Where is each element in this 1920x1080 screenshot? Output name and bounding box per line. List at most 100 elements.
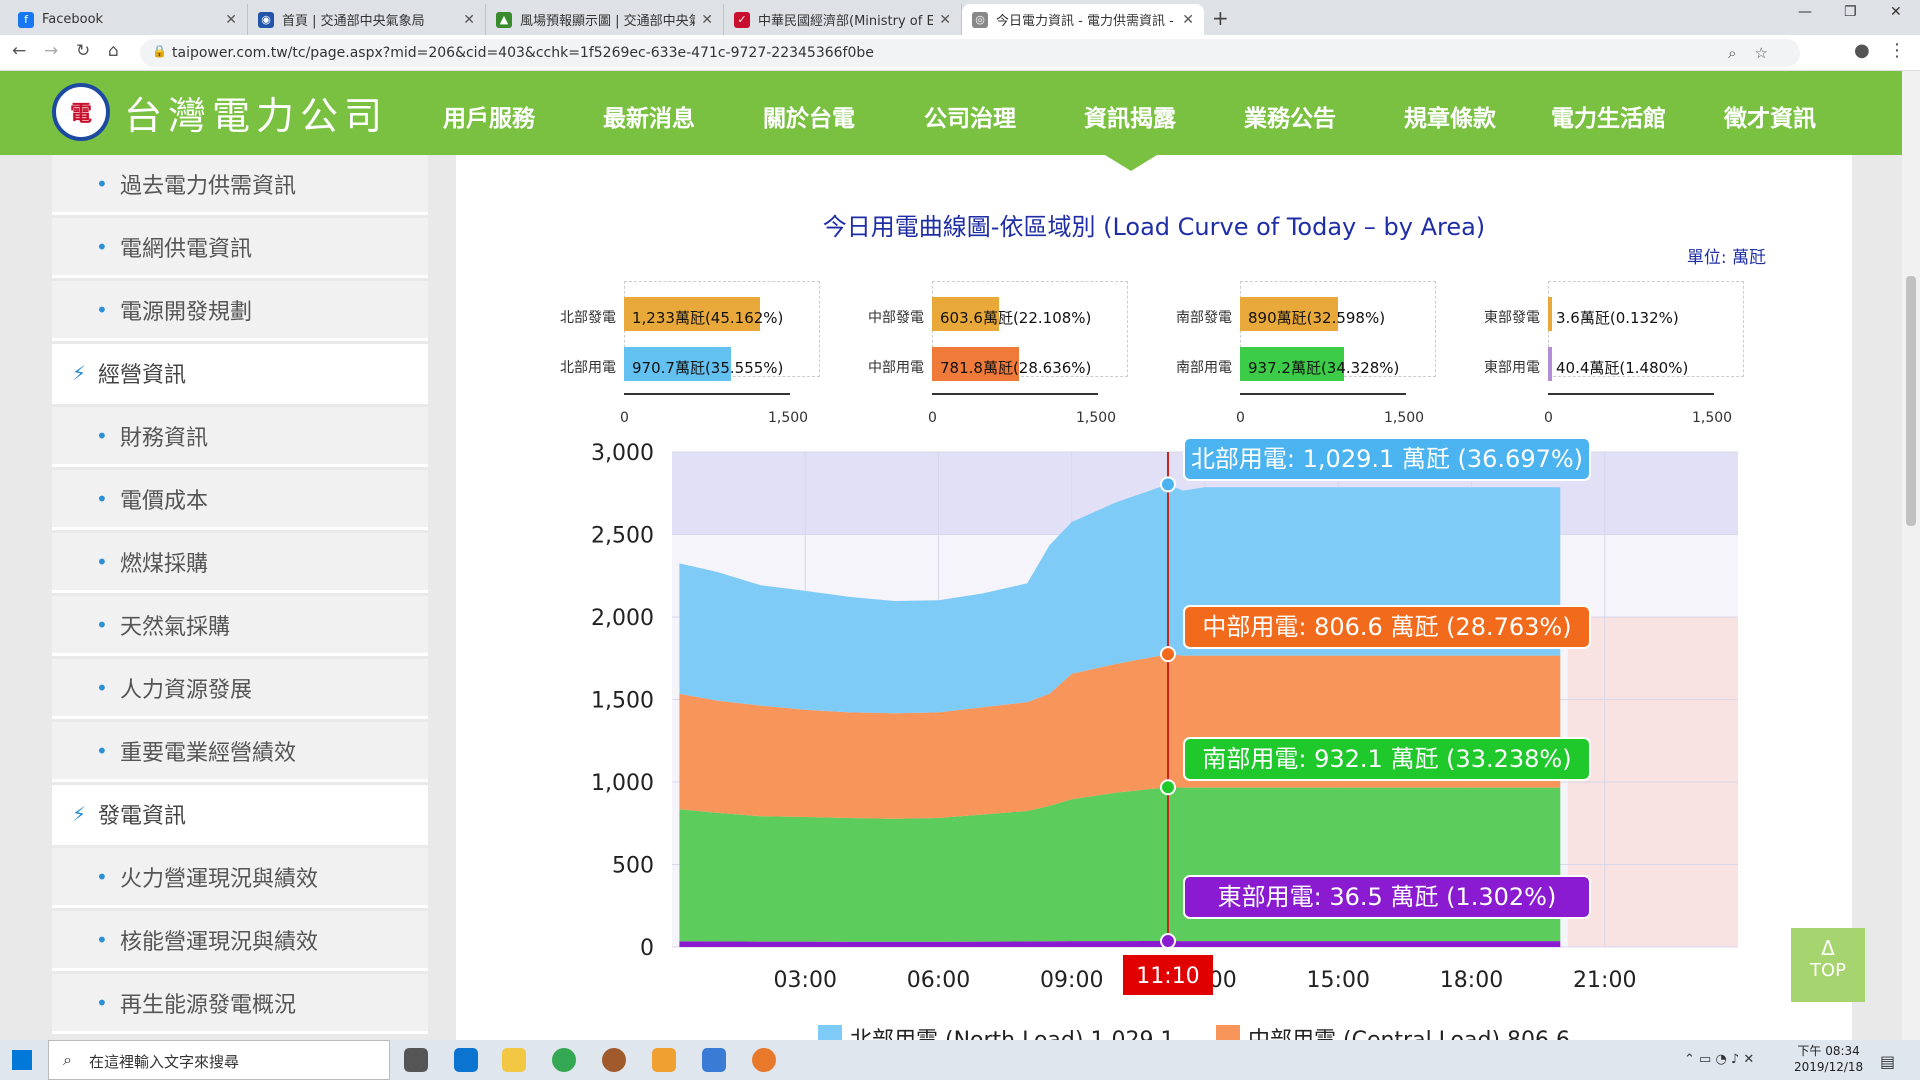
back-to-top-button[interactable]: Δ TOP [1791,928,1865,1002]
x-tick-label: 09:00 [1040,968,1103,993]
mini-gen-value: 890萬瓩(32.598%) [1248,309,1386,327]
sidebar-item[interactable]: 人力資源發展 [52,659,428,719]
explorer-icon[interactable] [502,1048,526,1072]
taipower-icon: ◎ [972,11,988,28]
close-tab-icon[interactable]: ✕ [939,11,951,28]
mini-load-bar [1240,347,1344,381]
sidebar-item-label: 核能營運現況與績效 [120,929,319,955]
chart-title: 今日用電曲線圖-依區域別 (Load Curve of Today – by A… [822,213,1486,241]
unit-label: 單位: 萬瓩 [1686,248,1766,268]
mini-axis-line [624,393,790,395]
tooltip-text: 中部用電: 806.6 萬瓩 (28.763%) [1202,613,1571,641]
menu-item-customer[interactable]: 用戶服務 [443,106,535,132]
mini-tick-label: 0 [1236,410,1245,426]
mini-axis-line [1548,393,1714,395]
menu-item-news[interactable]: 最新消息 [603,106,695,132]
close-tab-icon[interactable]: ✕ [1182,11,1194,28]
browser-tab-facebook[interactable]: f Facebook ✕ [8,4,248,35]
x-tick-label: 03:00 [774,968,837,993]
sidebar-item[interactable]: ⚡ 發電資訊 [52,785,428,845]
forward-icon[interactable]: → [44,41,59,61]
window-close-icon[interactable]: ✕ [1890,4,1902,20]
account-icon[interactable]: ● [1854,40,1870,61]
menu-dots-icon[interactable]: ⋮ [1888,40,1906,61]
mini-gen-bar [624,297,761,331]
page-scrollbar[interactable] [1902,71,1920,1040]
sidebar-item-label: 人力資源發展 [120,677,253,703]
sidebar-item[interactable]: 核能營運現況與績效 [52,911,428,971]
sidebar-item[interactable]: 天然氣採購 [52,596,428,656]
url-field[interactable]: 🔒 taipower.com.tw/tc/page.aspx?mid=206&c… [140,39,1800,67]
area-東部用電 [679,941,1561,947]
menu-item-governance[interactable]: 公司治理 [924,106,1016,132]
star-icon[interactable]: ☆ [1754,44,1786,62]
reload-icon[interactable]: ↻ [76,41,91,61]
scrollbar-thumb[interactable] [1906,276,1916,526]
app-icon[interactable] [652,1048,676,1072]
sidebar-item-label: 再生能源發電概況 [120,992,297,1018]
sidebar-item[interactable]: 燃煤採購 [52,533,428,593]
tab-label: 中華民國經濟部(Ministry of Econ [758,14,934,29]
moea-icon: ✓ [734,11,750,28]
cursor-marker [1159,646,1176,663]
close-tab-icon[interactable]: ✕ [701,11,713,28]
task-view-icon[interactable] [404,1048,428,1072]
cwb-icon: ◉ [258,11,274,28]
close-tab-icon[interactable]: ✕ [225,11,237,28]
menu-item-careers[interactable]: 徵才資訊 [1724,106,1816,132]
mini-gen-bar [1548,297,1552,331]
app-icon[interactable] [602,1048,626,1072]
mini-tick-label: 1,500 [768,410,809,426]
site-logo[interactable]: 電 台灣電力公司 [52,83,388,141]
minimize-icon[interactable]: — [1798,4,1812,20]
tooltip-text: 東部用電: 36.5 萬瓩 (1.302%) [1218,883,1557,911]
sidebar-item[interactable]: 電源開發規劃 [52,281,428,341]
y-tick-label: 500 [612,854,654,879]
mini-axis-line [1240,393,1406,395]
mini-gen-value: 3.6萬瓩(0.132%) [1556,309,1679,327]
sidebar-item[interactable]: ⚡ 經營資訊 [52,344,428,404]
mini-gen-bar [1240,297,1339,331]
windows-start-icon[interactable] [12,1050,32,1070]
mini-tick-label: 0 [1544,410,1553,426]
clock[interactable]: 下午 08:34 2019/12/18 [1794,1044,1864,1074]
sidebar-item[interactable]: 重要電業經營績效 [52,722,428,782]
mini-load-value: 937.2萬瓩(34.328%) [1248,359,1400,377]
menu-item-about[interactable]: 關於台電 [763,106,855,132]
menu-item-regulations[interactable]: 規章條款 [1404,106,1496,132]
back-icon[interactable]: ← [12,41,27,61]
sidebar-item[interactable]: 電網供電資訊 [52,218,428,278]
sidebar-item[interactable]: 過去電力供需資訊 [52,155,428,215]
taskbar-search[interactable]: ⌕ 在這裡輸入文字來搜尋 [48,1040,390,1080]
browser-tab-moea[interactable]: ✓ 中華民國經濟部(Ministry of Econ ✕ [724,4,962,35]
sidebar-item[interactable]: 電價成本 [52,470,428,530]
cursor-marker [1159,476,1176,493]
tray-icons[interactable]: ⌃ ▭ ◔ ♪ ✕ [1684,1052,1755,1067]
menu-item-announcements[interactable]: 業務公告 [1244,106,1336,132]
maximize-icon[interactable]: ❐ [1844,4,1857,20]
mini-tick-label: 0 [928,410,937,426]
menu-item-disclosure[interactable]: 資訊揭露 [1084,106,1176,132]
sidebar-item-label: 燃煤採購 [120,551,209,577]
blender-icon[interactable] [752,1048,776,1072]
zoom-icon[interactable]: ⌕ [1728,44,1755,62]
notification-icon[interactable]: ▤ [1880,1052,1896,1071]
new-tab-icon[interactable]: + [1212,6,1229,30]
edge-icon[interactable] [454,1048,478,1072]
address-bar-row: ← → ↻ ⌂ 🔒 taipower.com.tw/tc/page.aspx?m… [0,35,1920,71]
browser-tab-taipower[interactable]: ◎ 今日電力資訊 - 電力供需資訊 - 台 ✕ [962,4,1204,35]
menu-item-electric-life[interactable]: 電力生活館 [1551,106,1666,132]
app-icon[interactable] [702,1048,726,1072]
chrome-icon[interactable] [552,1048,576,1072]
sidebar-item[interactable]: 財務資訊 [52,407,428,467]
tab-label: 首頁 | 交通部中央氣象局 [282,14,425,29]
x-tick-label: 21:00 [1573,968,1636,993]
mini-load-value: 781.8萬瓩(28.636%) [940,359,1092,377]
sidebar-item[interactable]: 火力營運現況與績效 [52,848,428,908]
close-tab-icon[interactable]: ✕ [463,11,475,28]
home-icon[interactable]: ⌂ [108,41,119,61]
browser-tab-cwb[interactable]: ◉ 首頁 | 交通部中央氣象局 ✕ [248,4,486,35]
legend-swatch-central [1216,1025,1240,1040]
sidebar-item[interactable]: 再生能源發電概況 [52,974,428,1034]
browser-tab-wind[interactable]: ▲ 風場預報顯示圖 | 交通部中央氣 ✕ [486,4,724,35]
